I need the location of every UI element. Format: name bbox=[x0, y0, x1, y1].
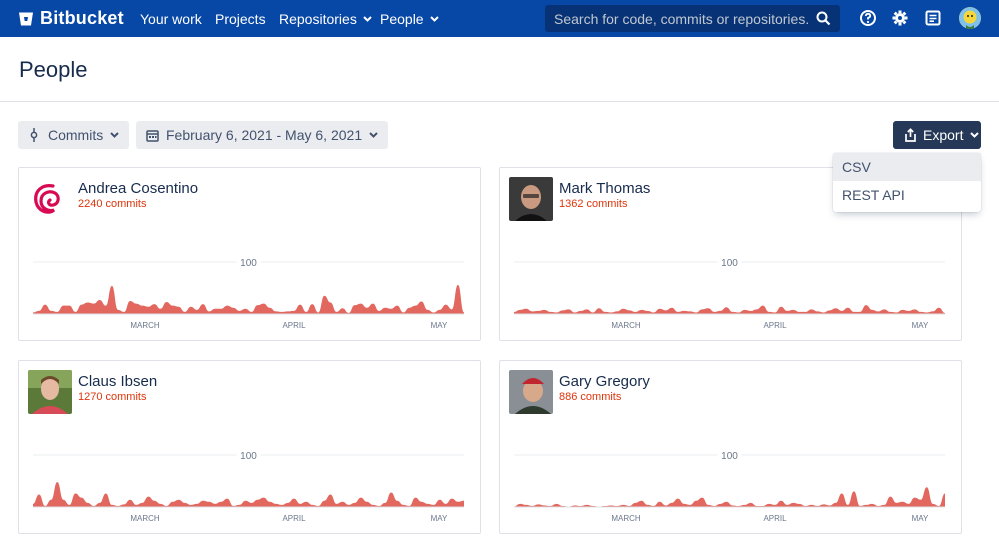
chart-x-tick-label: MARCH bbox=[130, 321, 160, 330]
nav-people-label: People bbox=[380, 11, 424, 27]
commit-area-series bbox=[514, 305, 945, 314]
search-box[interactable] bbox=[545, 5, 840, 32]
chart-x-tick-label: MAY bbox=[431, 321, 448, 330]
search-icon[interactable] bbox=[816, 11, 831, 26]
export-menu: CSV REST API bbox=[833, 153, 981, 212]
chart-gridline-label-bg bbox=[717, 449, 742, 461]
photo-mark-thomas bbox=[509, 177, 553, 221]
chart-x-tick-label: MARCH bbox=[130, 514, 160, 523]
person-avatar[interactable] bbox=[28, 370, 72, 414]
date-range-label: February 6, 2021 - May 6, 2021 bbox=[166, 127, 363, 143]
chevron-down-icon bbox=[110, 132, 119, 138]
chart-gridline-label: 100 bbox=[240, 451, 257, 462]
commit-area-series bbox=[33, 284, 464, 314]
person-name[interactable]: Gary Gregory bbox=[559, 373, 650, 390]
chart-x-tick-label: APRIL bbox=[282, 514, 306, 523]
chart-x-tick-label: APRIL bbox=[763, 514, 787, 523]
person-commit-count: 1362 commits bbox=[559, 198, 628, 210]
commit-activity-chart: 100 MARCH APRIL MAY bbox=[33, 449, 464, 523]
commit-activity-chart: 100 MARCH APRIL MAY bbox=[33, 256, 464, 330]
photo-claus-ibsen bbox=[28, 370, 72, 414]
search-input[interactable] bbox=[554, 10, 809, 27]
nav-your-work-label: Your work bbox=[140, 11, 202, 27]
commit-activity-chart: 100 MARCH APRIL MAY bbox=[514, 449, 945, 523]
nav-repositories[interactable]: Repositories bbox=[279, 11, 372, 27]
brand-name: Bitbucket bbox=[40, 8, 124, 28]
chart-gridline-label: 100 bbox=[240, 258, 257, 269]
person-card: Claus Ibsen 1270 commits 100 MARCH APRIL MA… bbox=[18, 360, 481, 534]
calendar-icon bbox=[146, 129, 159, 142]
chart-gridline-label: 100 bbox=[721, 451, 738, 462]
export-button-label: Export bbox=[923, 127, 964, 143]
date-range-picker[interactable]: February 6, 2021 - May 6, 2021 bbox=[136, 121, 389, 149]
chart-gridline-label: 100 bbox=[721, 258, 738, 269]
person-name[interactable]: Andrea Cosentino bbox=[78, 180, 199, 197]
export-button[interactable]: Export bbox=[893, 121, 981, 149]
user-avatar-image bbox=[959, 7, 981, 29]
notifications-icon[interactable] bbox=[924, 9, 942, 27]
page-title: People bbox=[19, 57, 88, 82]
chart-x-tick-label: MAY bbox=[912, 321, 929, 330]
commit-activity-chart: 100 MARCH APRIL MAY bbox=[514, 256, 945, 330]
chevron-down-icon bbox=[369, 132, 378, 138]
metric-select-label: Commits bbox=[48, 127, 104, 143]
export-icon bbox=[905, 128, 916, 142]
chart-gridline-label-bg bbox=[236, 256, 261, 268]
settings-icon[interactable] bbox=[891, 9, 909, 27]
person-commit-count: 1270 commits bbox=[78, 391, 147, 403]
nav-projects[interactable]: Projects bbox=[215, 11, 266, 27]
chart-gridline-label-bg bbox=[236, 449, 261, 461]
commit-icon bbox=[30, 128, 38, 142]
nav-projects-label: Projects bbox=[215, 11, 266, 27]
commit-area-series bbox=[514, 487, 945, 507]
person-avatar[interactable] bbox=[28, 177, 72, 221]
nav-your-work[interactable]: Your work bbox=[140, 11, 202, 27]
chart-x-tick-label: MARCH bbox=[611, 321, 641, 330]
export-menu-item-rest-api[interactable]: REST API bbox=[842, 187, 905, 203]
nav-repositories-label: Repositories bbox=[279, 11, 357, 27]
person-commit-count: 2240 commits bbox=[78, 198, 147, 210]
person-card: Gary Gregory 886 commits 100 MARCH APRIL MA… bbox=[499, 360, 962, 534]
commit-area-series bbox=[33, 482, 464, 507]
person-avatar[interactable] bbox=[509, 177, 553, 221]
metric-select[interactable]: Commits bbox=[18, 121, 130, 149]
export-menu-item-csv[interactable]: CSV bbox=[833, 153, 981, 181]
chart-x-tick-label: MAY bbox=[431, 514, 448, 523]
user-avatar[interactable] bbox=[959, 7, 981, 29]
chart-x-tick-label: APRIL bbox=[282, 321, 306, 330]
chart-x-tick-label: APRIL bbox=[763, 321, 787, 330]
help-icon[interactable] bbox=[859, 9, 877, 27]
chevron-down-icon bbox=[970, 132, 980, 138]
person-name[interactable]: Claus Ibsen bbox=[78, 373, 158, 390]
bitbucket-logo[interactable]: Bitbucket bbox=[18, 8, 124, 29]
header-divider bbox=[0, 101, 999, 102]
chevron-down-icon bbox=[429, 16, 439, 22]
debian-swirl-logo bbox=[28, 177, 72, 221]
top-navigation: Bitbucket Your work Projects Repositorie… bbox=[0, 0, 999, 37]
photo-gary-gregory bbox=[509, 370, 553, 414]
person-commit-count: 886 commits bbox=[559, 391, 622, 403]
chart-x-tick-label: MARCH bbox=[611, 514, 641, 523]
chevron-down-icon bbox=[363, 16, 372, 22]
chart-gridline-label-bg bbox=[717, 256, 742, 268]
person-name[interactable]: Mark Thomas bbox=[559, 180, 651, 197]
bitbucket-icon bbox=[19, 12, 33, 25]
person-card: Andrea Cosentino 2240 commits 100 MARCH AP… bbox=[18, 167, 481, 341]
person-avatar[interactable] bbox=[509, 370, 553, 414]
nav-people[interactable]: People bbox=[380, 11, 439, 27]
chart-x-tick-label: MAY bbox=[912, 514, 929, 523]
